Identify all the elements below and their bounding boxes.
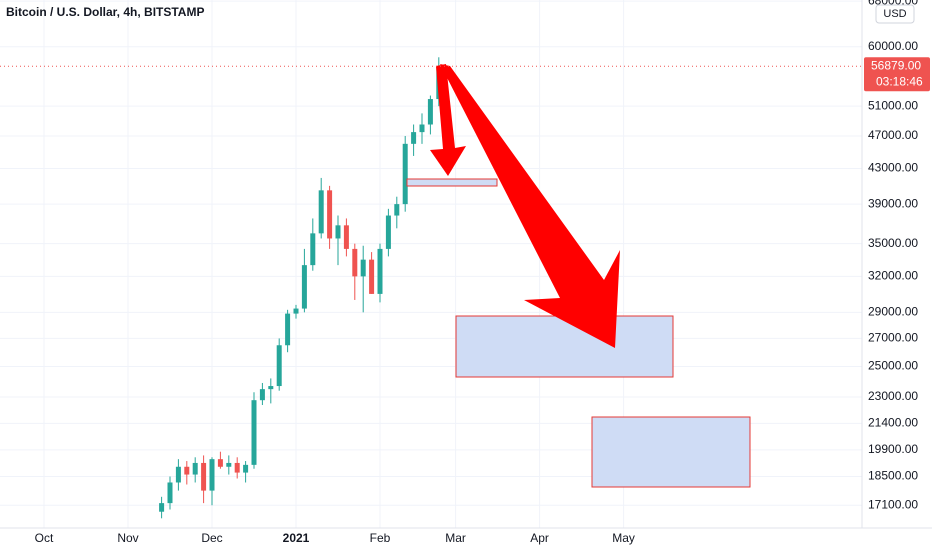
- candle-body: [175, 466, 181, 483]
- y-tick-label: 32000.00: [868, 269, 918, 283]
- candle-body: [343, 225, 349, 249]
- y-tick-label: 60000.00: [868, 39, 918, 53]
- y-tick-label: 17100.00: [868, 497, 918, 511]
- candle-body: [234, 462, 240, 473]
- price-tag-label: 56879.00: [871, 58, 921, 72]
- zone-box: [591, 416, 751, 488]
- x-tick-label: Dec: [201, 531, 222, 545]
- candle-body: [335, 225, 341, 239]
- candle-body: [251, 400, 257, 465]
- candle-body: [209, 459, 215, 491]
- x-tick-label: 2021: [283, 531, 310, 545]
- x-tick-label: Mar: [445, 531, 466, 545]
- candle-body: [268, 386, 274, 390]
- candle-body: [352, 248, 358, 277]
- currency-label[interactable]: USD: [883, 8, 906, 20]
- candle-body: [293, 308, 299, 314]
- y-tick-label: 27000.00: [868, 331, 918, 345]
- y-tick-label: 51000.00: [868, 98, 918, 112]
- y-tick-label: 18500.00: [868, 469, 918, 483]
- candle-body: [385, 215, 391, 249]
- candle-body: [259, 389, 265, 401]
- candle-body: [217, 459, 223, 467]
- x-tick-label: Oct: [35, 531, 54, 545]
- x-tick-label: Feb: [370, 531, 391, 545]
- y-tick-label: 23000.00: [868, 389, 918, 403]
- y-tick-label: 35000.00: [868, 236, 918, 250]
- candle-body: [369, 259, 375, 294]
- countdown: 03:18:46: [876, 74, 923, 88]
- candle-body: [276, 345, 282, 387]
- y-tick-label: 21400.00: [868, 415, 918, 429]
- y-tick-label: 39000.00: [868, 196, 918, 210]
- y-tick-label: 25000.00: [868, 359, 918, 373]
- zone-box: [406, 178, 498, 187]
- candle-body: [184, 466, 190, 475]
- candle-body: [285, 313, 291, 346]
- candle-body: [327, 190, 333, 239]
- candle-body: [301, 265, 307, 309]
- candle-body: [427, 99, 433, 125]
- y-tick-label: 68000.00: [868, 0, 918, 7]
- candle-body: [377, 248, 383, 294]
- candle-body: [201, 462, 207, 491]
- currency-button[interactable]: [875, 4, 915, 24]
- y-tick-label: 19900.00: [868, 442, 918, 456]
- chart-title: Bitcoin / U.S. Dollar, 4h, BITSTAMP: [6, 5, 204, 19]
- candle-body: [159, 503, 165, 512]
- candles: [159, 57, 442, 519]
- candle-body: [167, 482, 173, 504]
- candle-body: [318, 190, 324, 234]
- candle-body: [394, 204, 400, 216]
- x-tick-label: Apr: [530, 531, 549, 545]
- candle-body: [226, 462, 232, 467]
- y-tick-label: 47000.00: [868, 128, 918, 142]
- zone-box: [455, 315, 674, 378]
- arrow: [440, 64, 620, 348]
- axes: 68000.00 60000.00 51000.00 47000.00 43000.00…: [35, 0, 930, 545]
- arrow: [430, 64, 466, 176]
- y-tick-label: 29000.00: [868, 305, 918, 319]
- candle-body: [243, 464, 249, 473]
- candle-body: [402, 143, 408, 205]
- candle-body: [360, 259, 366, 277]
- x-tick-label: Nov: [117, 531, 138, 545]
- x-tick-label: May: [612, 531, 635, 545]
- candle-body: [192, 462, 198, 475]
- candle-body: [310, 233, 316, 266]
- price-tag: [864, 57, 930, 92]
- candle-body: [411, 132, 417, 144]
- candle-body: [419, 124, 425, 133]
- y-tick-label: 43000.00: [868, 161, 918, 175]
